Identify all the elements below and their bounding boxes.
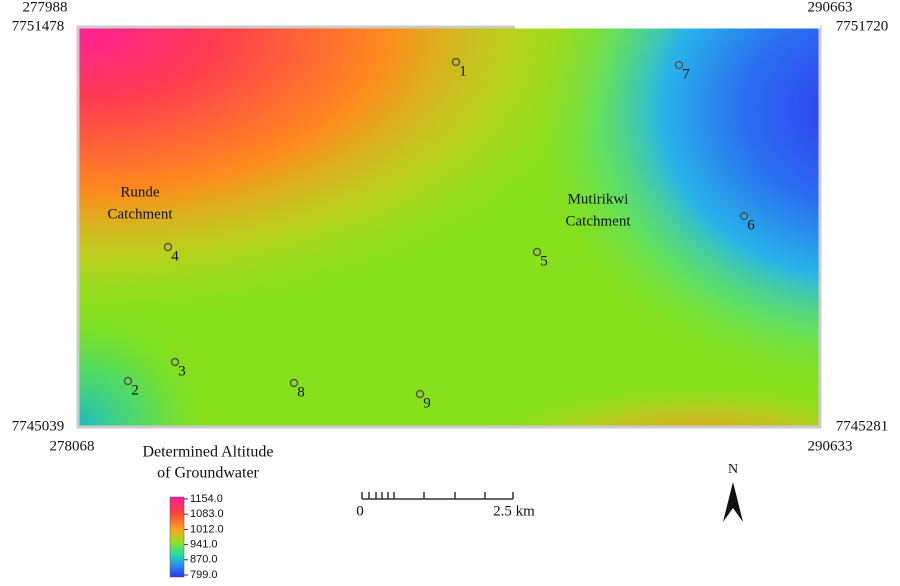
well-marker [163,242,173,252]
well-marker [170,357,180,367]
legend-title: Determined Altitude [142,444,273,461]
well-label: 1 [459,63,467,79]
well-label: 9 [423,395,431,411]
well-label: 2 [131,382,139,398]
legend-label: 1154.0 [190,493,223,505]
scale-label: 0 [356,503,364,519]
well-label: 8 [297,384,305,400]
catchment-label: Mutirikwi [568,191,629,207]
legend-colorbar [169,496,185,578]
well-marker [123,376,133,386]
well-marker [739,211,749,221]
north-label: N [728,462,738,477]
well-label: 4 [171,248,179,264]
north-arrow [723,482,743,522]
well-label: 3 [178,363,186,379]
well-marker [289,378,299,388]
scale-label: 2.5 km [493,503,535,519]
corner-x: 277988 [23,0,68,15]
legend-label: 941.0 [190,539,218,551]
well-marker [532,247,542,257]
legend-label: 870.0 [190,554,218,566]
catchment-label: Catchment [108,206,174,222]
legend-title: of Groundwater [157,465,259,482]
corner-y: 7751720 [836,18,889,34]
map-frame [76,25,822,429]
legend-label: 1083.0 [190,508,224,520]
well-marker [451,57,461,67]
well-label: 7 [682,66,690,82]
corner-x: 278068 [50,438,95,454]
catchment-label: Runde [120,184,160,200]
well-marker [674,60,684,70]
well-label: 5 [540,253,548,269]
catchment-label: Catchment [566,213,632,229]
legend-label: 1012.0 [190,523,224,535]
corner-y: 7745281 [836,418,889,434]
well-marker [415,389,425,399]
corner-y: 7745039 [12,418,65,434]
altitude-surface [78,27,820,427]
corner-y: 7751478 [12,18,65,34]
legend-label: 799.0 [190,569,218,581]
corner-x: 290663 [808,0,853,15]
scale-bar [361,492,514,500]
well-label: 6 [747,217,755,233]
corner-x: 290633 [808,438,853,454]
